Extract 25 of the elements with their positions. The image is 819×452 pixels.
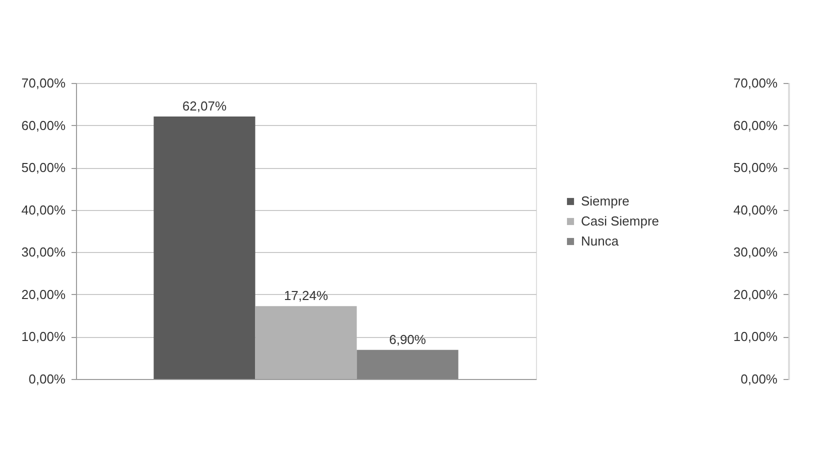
y2-tick-label: 50,00%	[733, 160, 778, 176]
y2-tick-label: 60,00%	[733, 118, 778, 133]
bar	[255, 306, 357, 379]
legend-label: Casi Siempre	[581, 214, 660, 228]
data-label: 6,90%	[389, 332, 426, 347]
data-label: 62,07%	[182, 98, 227, 114]
y-tick-label: 10,00%	[21, 329, 66, 344]
legend-label: Nunca	[581, 234, 620, 248]
y2-tick-label: 20,00%	[733, 286, 778, 302]
y2-tick-label: 30,00%	[733, 244, 778, 260]
y2-tick-label: 40,00%	[733, 202, 778, 218]
y-tick-label: 70,00%	[21, 76, 66, 90]
y-tick-label: 50,00%	[21, 160, 66, 176]
y-tick-label: 30,00%	[21, 244, 66, 260]
y2-tick-label: 0,00%	[740, 372, 778, 386]
y2-tick-label: 10,00%	[733, 329, 778, 344]
y2-tick-label: 70,00%	[733, 76, 778, 90]
y-tick-label: 60,00%	[21, 118, 66, 133]
bar	[356, 350, 458, 379]
y-tick-label: 20,00%	[21, 286, 66, 302]
y-tick-label: 0,00%	[28, 372, 66, 386]
y-tick-label: 40,00%	[21, 202, 66, 218]
bar	[154, 116, 256, 379]
legend-label: Siempre	[581, 194, 630, 208]
data-label: 17,24%	[284, 288, 328, 304]
